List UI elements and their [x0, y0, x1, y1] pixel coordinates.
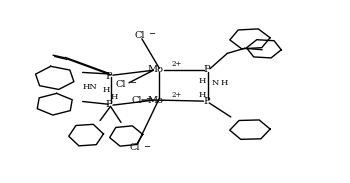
Text: Mo: Mo [148, 96, 164, 105]
Text: H: H [198, 77, 206, 85]
Text: 2+: 2+ [172, 91, 182, 99]
Text: Cl: Cl [130, 143, 140, 152]
Text: P: P [105, 100, 112, 109]
Text: Cl: Cl [116, 80, 126, 89]
Text: −: − [143, 143, 150, 151]
Text: P: P [203, 97, 210, 106]
Text: −: − [130, 79, 136, 87]
Text: P: P [203, 65, 210, 74]
Text: H: H [103, 86, 110, 94]
Text: P: P [105, 72, 112, 81]
Text: Cl: Cl [131, 96, 142, 105]
Text: HN: HN [82, 83, 97, 91]
Text: H: H [198, 91, 206, 99]
Text: Cl: Cl [135, 31, 145, 40]
Text: Mo: Mo [148, 65, 164, 74]
Text: N: N [212, 79, 219, 87]
Text: H: H [221, 79, 229, 87]
Text: 2+: 2+ [172, 60, 182, 68]
Text: −: − [148, 30, 155, 38]
Text: −: − [145, 96, 152, 104]
Text: H: H [110, 93, 118, 101]
